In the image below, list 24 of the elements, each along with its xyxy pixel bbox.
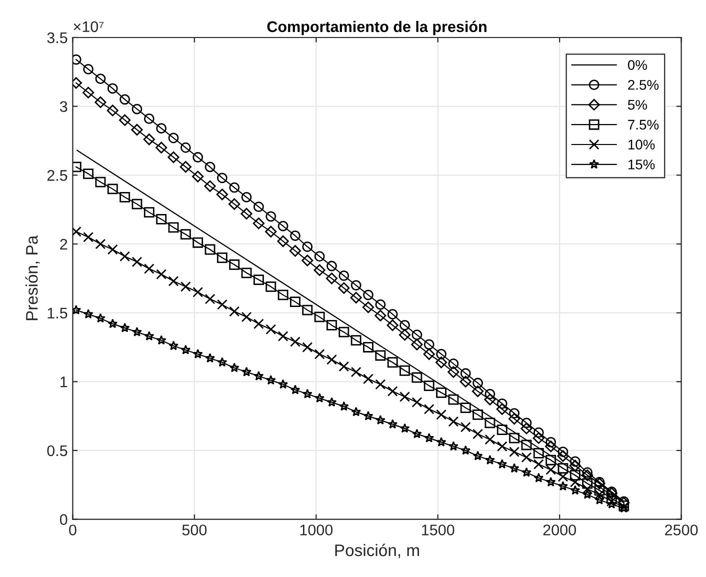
y-tick-label: 3.5 xyxy=(47,32,68,44)
y-axis-title: Presión, Pa xyxy=(25,235,40,320)
x-tick-label: 1000 xyxy=(300,524,333,536)
y-tick-label: 3 xyxy=(60,101,68,112)
x-axis-title: Posición, m xyxy=(335,544,419,558)
legend-label: 2.5% xyxy=(628,80,659,90)
x-tick-label: 2000 xyxy=(543,524,576,536)
legend-label: 5% xyxy=(628,100,647,110)
x-tick-label: 500 xyxy=(182,524,207,536)
y-tick-label: 2 xyxy=(60,238,68,250)
x-tick-label: 0 xyxy=(69,524,76,536)
y-tick-label: 2.5 xyxy=(47,170,68,181)
y-tick-label: 0.5 xyxy=(47,445,68,456)
legend-label: 15% xyxy=(628,160,655,170)
text: ×10⁷ xyxy=(74,21,104,32)
chart-title: Comportamiento de la presión xyxy=(267,20,486,36)
legend-label: 10% xyxy=(628,140,655,150)
legend-label: 0% xyxy=(628,60,647,70)
y-tick-label: 1 xyxy=(60,376,68,388)
x-tick-label: 1500 xyxy=(422,524,454,536)
y-tick-label: 0 xyxy=(60,514,68,525)
x-tick-label: 2500 xyxy=(665,524,698,536)
legend-label: 7.5% xyxy=(628,120,659,130)
y-tick-label: 1.5 xyxy=(48,308,68,319)
